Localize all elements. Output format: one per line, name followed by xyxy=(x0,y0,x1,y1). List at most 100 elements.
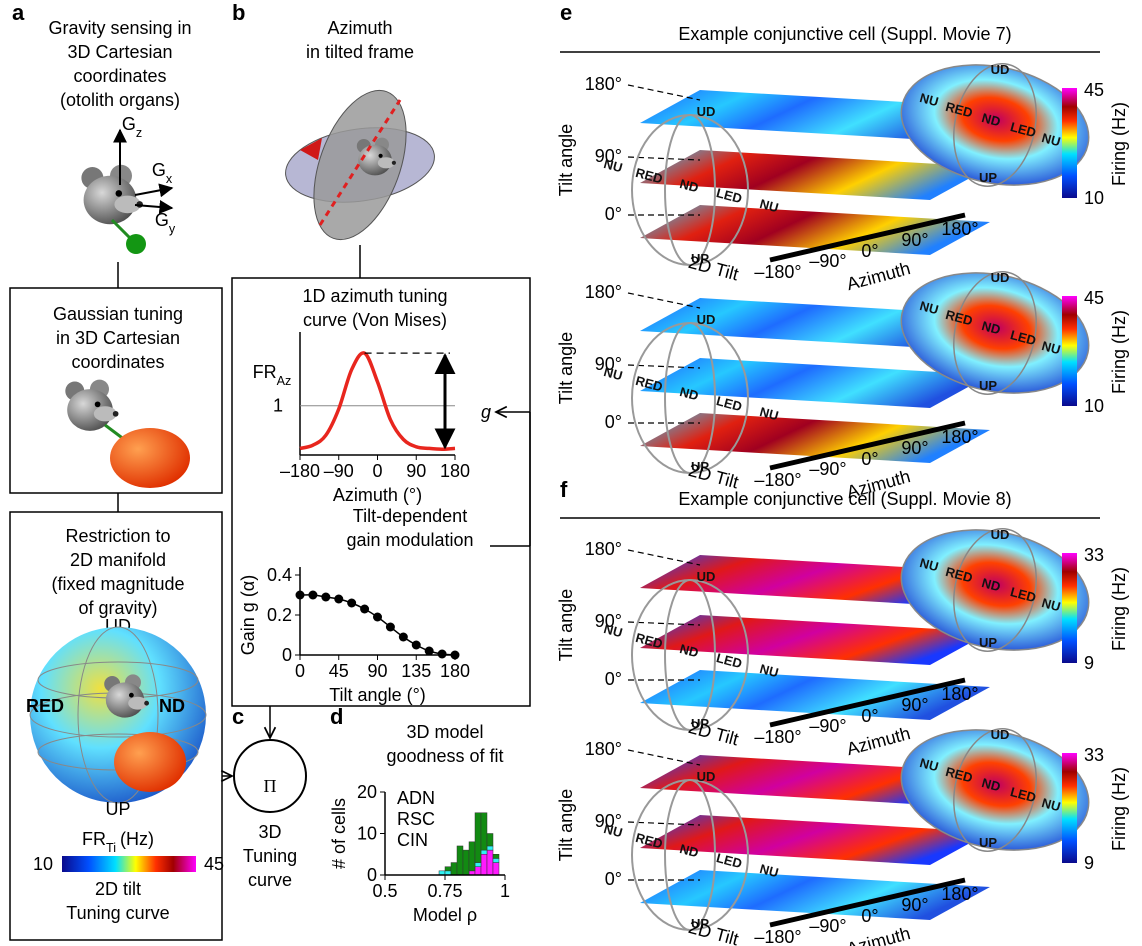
mouse-eye xyxy=(379,154,383,158)
sphere-label: UP xyxy=(979,170,997,185)
sphere-label: UP xyxy=(105,799,130,819)
histogram-bar xyxy=(451,863,457,875)
sphere-label: UD xyxy=(697,104,716,119)
caption: 3D xyxy=(258,822,281,842)
colorbar xyxy=(1062,553,1077,663)
azimuth-tick-label: 180° xyxy=(941,219,978,239)
point xyxy=(373,613,382,622)
sphere-label: UP xyxy=(979,378,997,393)
modulation-text: Tilt-dependent xyxy=(353,506,467,526)
axis-arrow xyxy=(135,188,172,195)
histogram-bar xyxy=(475,813,481,863)
colorbar-label: Firing (Hz) xyxy=(1109,310,1129,394)
histogram-bar xyxy=(475,867,481,875)
chart-title: 3D model xyxy=(406,722,483,742)
axis-name-sub: z xyxy=(136,126,142,140)
x-axis-label: Tilt angle (°) xyxy=(329,685,426,705)
tilt-tick-label: 0° xyxy=(605,204,622,224)
azimuth-tick-label: 180° xyxy=(941,427,978,447)
colorbar-tick: 45 xyxy=(204,854,224,874)
mouse-nose xyxy=(144,701,149,706)
y-axis-label: FRAz xyxy=(253,362,292,388)
azimuth-tick-label: –90° xyxy=(809,459,846,479)
colorbar xyxy=(1062,88,1077,198)
tilt-tick-label: 180° xyxy=(585,74,622,94)
axis-name-base: G xyxy=(155,210,169,230)
point xyxy=(347,599,356,608)
azimuth-tick-label: –90° xyxy=(809,251,846,271)
histogram-bar xyxy=(493,858,499,862)
y-tick-label: 0.4 xyxy=(267,565,292,585)
gravity-ball xyxy=(126,234,146,254)
panel-a-title: (otolith organs) xyxy=(60,90,180,110)
point xyxy=(321,593,330,602)
mouse-icon xyxy=(65,380,118,431)
tilt-label: 2D Tilt xyxy=(686,252,740,285)
x-tick-label: 180 xyxy=(440,461,470,481)
azimuth-tick-label: 0° xyxy=(861,906,878,926)
azimuth-label: Azimuth xyxy=(844,723,912,759)
y-axis-label-base: FR xyxy=(253,362,277,382)
sphere-label: UD xyxy=(991,527,1010,542)
azimuth-tick-label: 0° xyxy=(861,706,878,726)
x-tick-label: 0 xyxy=(372,461,382,481)
box-text: Restriction to xyxy=(65,526,170,546)
tilt-tick-label: 180° xyxy=(585,282,622,302)
point xyxy=(308,591,317,600)
tuning-ellipsoid xyxy=(114,732,186,792)
point xyxy=(399,633,408,642)
histogram-bar xyxy=(463,850,469,875)
histogram-bar xyxy=(457,846,463,875)
point xyxy=(334,595,343,604)
sphere-label: ND xyxy=(159,696,185,716)
point xyxy=(360,605,369,614)
x-axis-label: Azimuth (°) xyxy=(333,485,422,505)
product-symbol: Π xyxy=(264,776,277,796)
axis-name: Gx xyxy=(152,160,173,186)
histogram-bar xyxy=(493,854,499,858)
colorbar-tick: 10 xyxy=(1084,188,1104,208)
panel-title: Example conjunctive cell (Suppl. Movie 8… xyxy=(678,489,1011,509)
y-axis-label: Tilt angle xyxy=(556,332,576,404)
tilt-tick-label: 0° xyxy=(605,869,622,889)
caption: curve xyxy=(248,870,292,890)
body: aGravity sensing in3D Cartesiancoordinat… xyxy=(0,0,1142,946)
sphere-label: RED xyxy=(634,165,664,187)
panel-a-title: 3D Cartesian xyxy=(67,42,172,62)
azimuth-tick-label: 180° xyxy=(941,684,978,704)
x-tick-label: 0 xyxy=(295,661,305,681)
colorbar xyxy=(1062,296,1077,406)
legend-entry: RSC xyxy=(397,809,435,829)
modulation-text: gain modulation xyxy=(346,530,473,550)
y-axis-label-sub: Az xyxy=(277,374,292,388)
colorbar-tick: 10 xyxy=(1084,396,1104,416)
point xyxy=(296,591,305,600)
y-axis-label: # of cells xyxy=(329,798,349,869)
box-text: of gravity) xyxy=(78,598,157,618)
curve xyxy=(300,353,455,449)
legend-entry: ADN xyxy=(397,788,435,808)
azimuth-label: Azimuth xyxy=(844,923,912,946)
point xyxy=(451,651,460,660)
axis-name: Gy xyxy=(155,210,176,236)
sphere-label: UD xyxy=(991,62,1010,77)
axis-name: Gz xyxy=(122,114,142,140)
azimuth-tick-label: –90° xyxy=(809,916,846,936)
sphere-label: UD xyxy=(697,312,716,327)
histogram-bar xyxy=(487,850,493,875)
y-tick-label: 10 xyxy=(357,824,377,844)
azimuth-tick-label: –180° xyxy=(754,470,801,490)
sphere-label: UD xyxy=(991,727,1010,742)
azimuth-tick-label: 90° xyxy=(901,895,928,915)
y-tick-label: 1 xyxy=(273,396,283,416)
colorbar-tick: 33 xyxy=(1084,545,1104,565)
azimuth-tick-label: 180° xyxy=(941,884,978,904)
axis-name-base: G xyxy=(122,114,136,134)
mouse-eye xyxy=(95,401,101,407)
panel-label: f xyxy=(560,477,568,502)
point xyxy=(438,650,447,659)
gravity-stalk xyxy=(112,220,130,238)
tilt-tick-label: 0° xyxy=(605,412,622,432)
tilt-tick-label: 180° xyxy=(585,539,622,559)
tilt-label: 2D Tilt xyxy=(686,717,740,750)
